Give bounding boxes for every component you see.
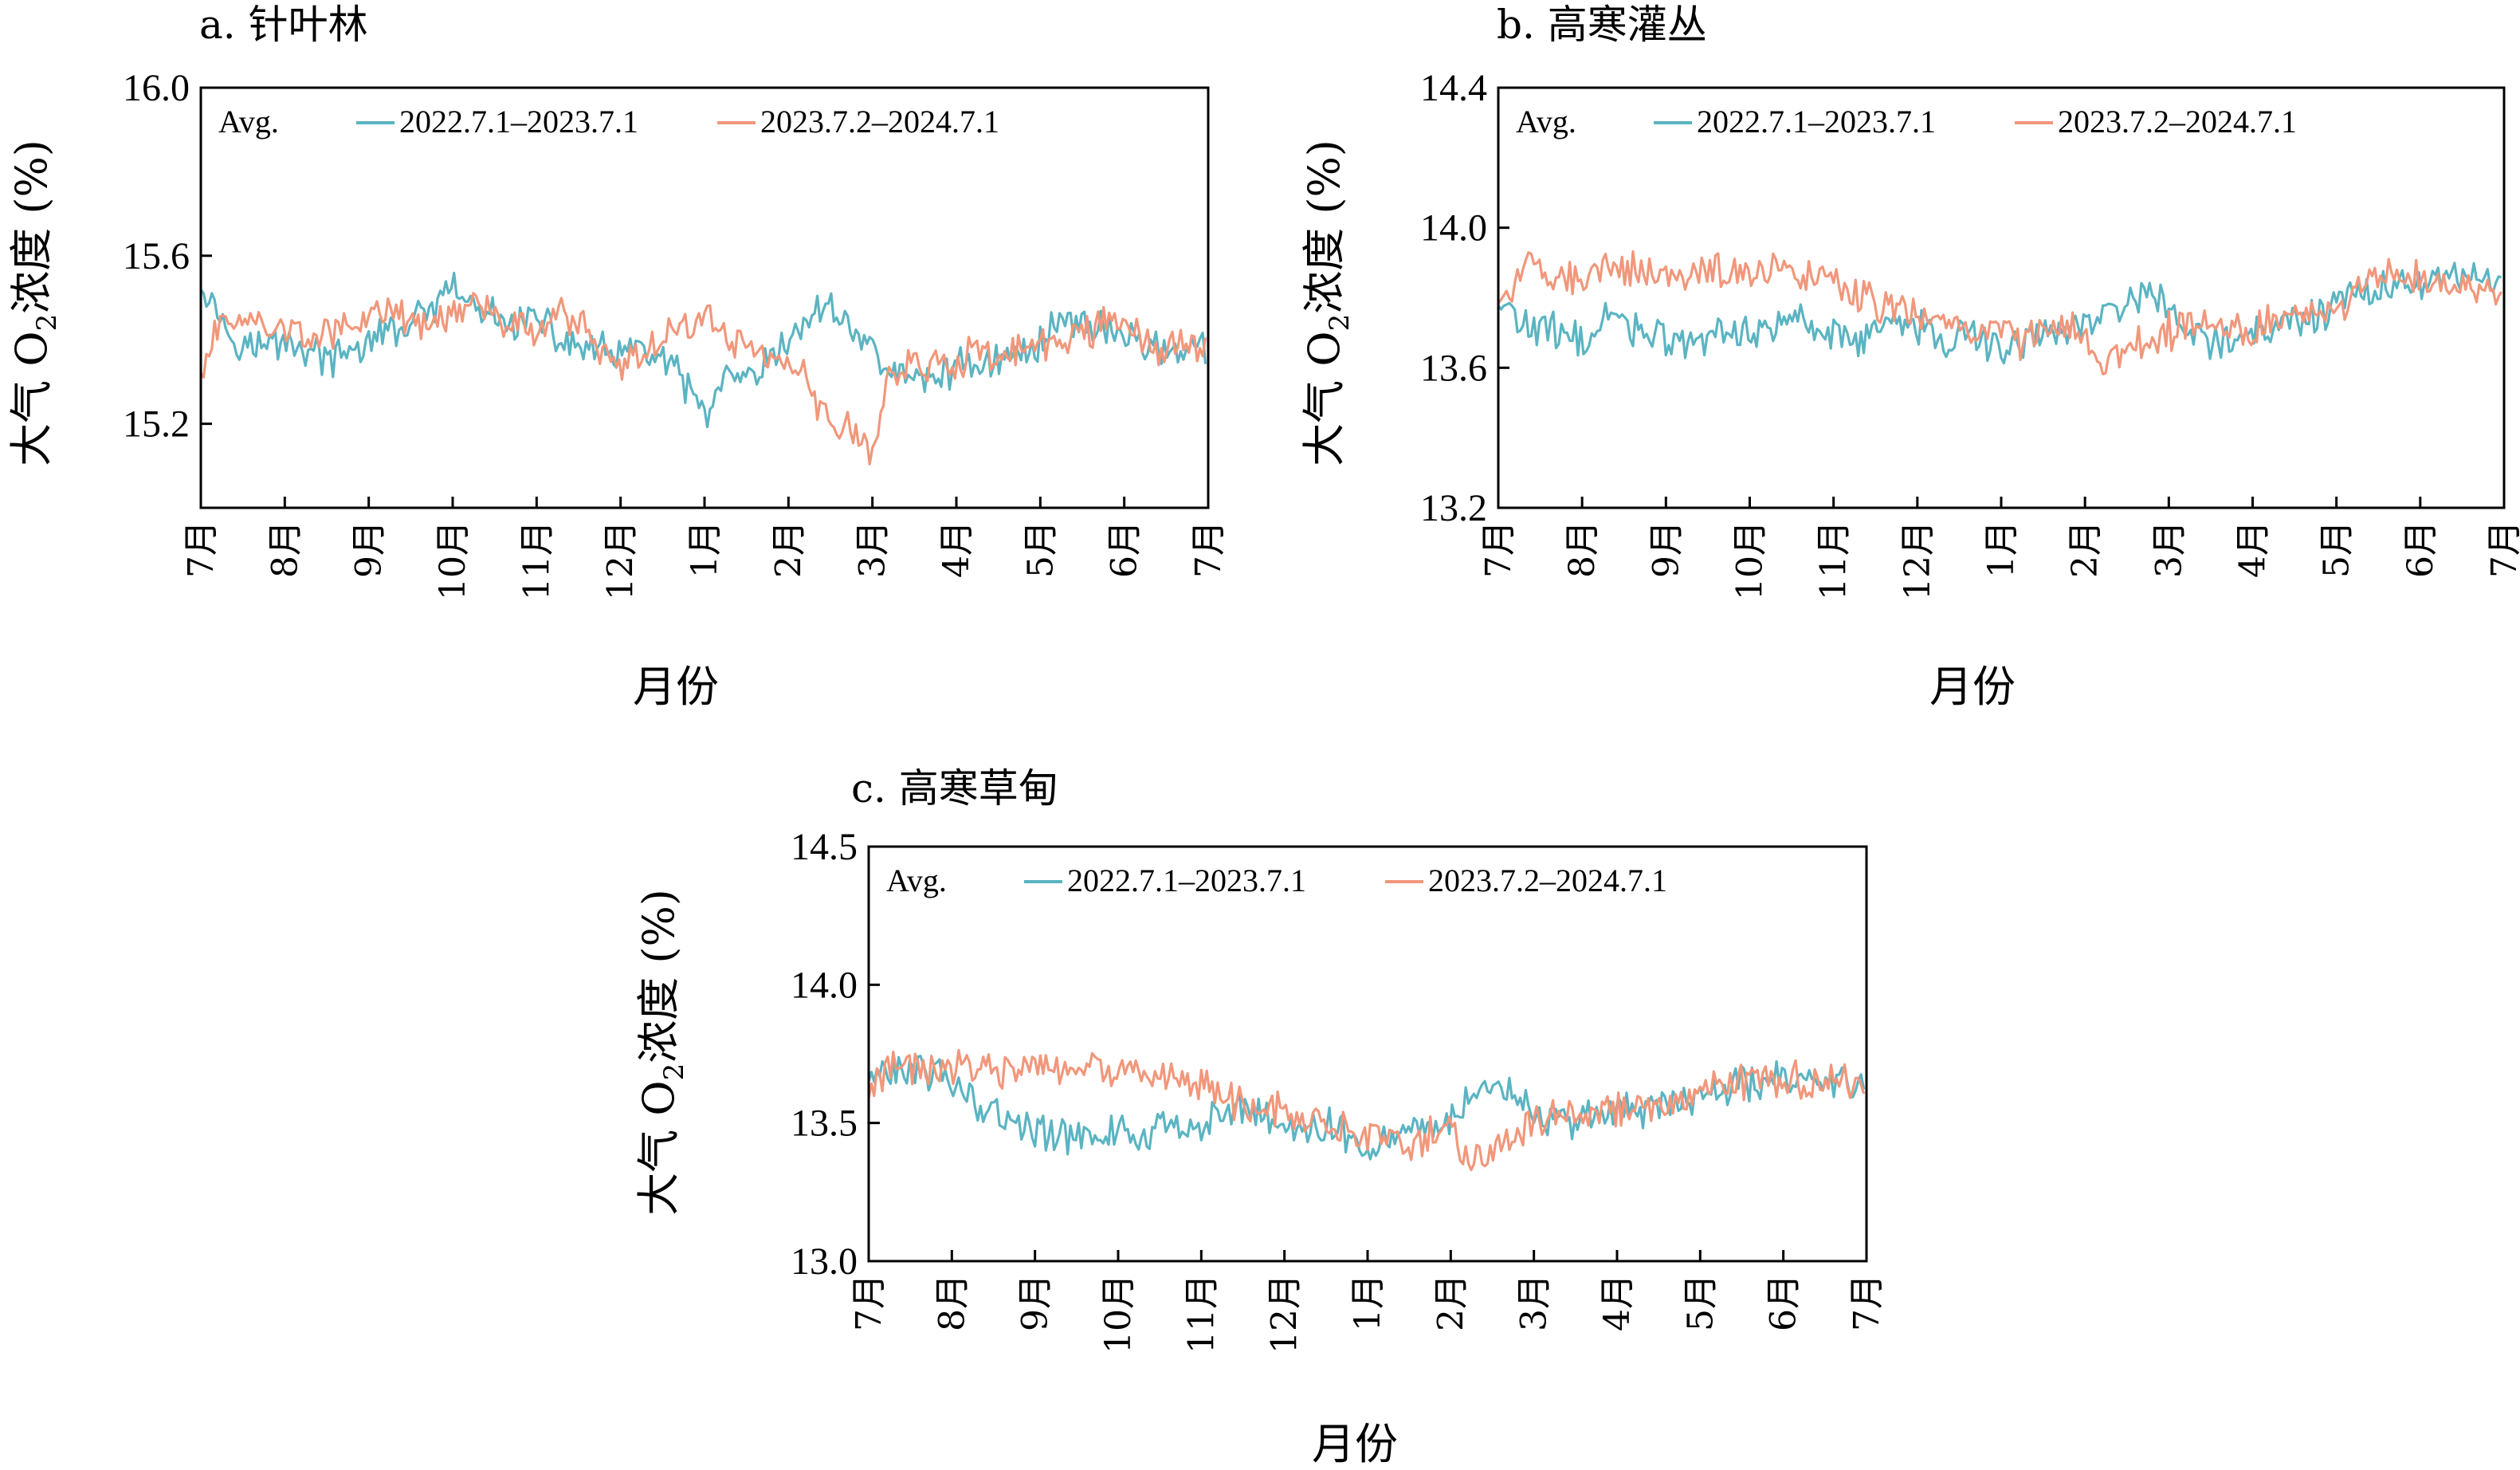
chart-title-a: a. 针叶林 — [199, 2, 368, 48]
legend-prefix-b: Avg. — [1516, 104, 1576, 140]
plot-frame-a — [199, 86, 1210, 509]
xtick-label-b-1: 8月 — [1562, 521, 1603, 578]
xtick-label-a-9: 4月 — [936, 521, 977, 578]
xtick-label-a-0: 7月 — [181, 521, 222, 578]
plot-area-a: 15.2 15.6 16.0 7月 8月 9月 10月 11月 12月 1月 2月 3月 4月 5月 6月 7… — [123, 67, 1229, 600]
xtick-label-b-4: 11月 — [1814, 521, 1855, 600]
ylabel-c: 大气 O2浓度 (%) — [634, 889, 690, 1216]
xtick-label-a-7: 2月 — [768, 521, 809, 578]
ytick-label-b-2: 14.0 — [1420, 207, 1487, 250]
ytick-label-a-2: 16.0 — [123, 67, 190, 109]
xtick-label-c-3: 10月 — [1098, 1274, 1139, 1354]
panel-a: a. 针叶林 大气 O2浓度 (%) 月份 15.2 15.6 16.0 7月 8月 9月… — [6, 2, 1229, 712]
xtick-label-b-12: 7月 — [2484, 521, 2520, 578]
legend-label-a-2: 2023.7.2–2024.7.1 — [760, 104, 999, 140]
xtick-label-a-4: 11月 — [516, 521, 557, 600]
legend-prefix-a: Avg. — [218, 104, 279, 140]
panel-b: b. 高寒灌丛 大气 O2浓度 (%) 月份 13.2 13.6 14.0 14.4 7… — [1299, 2, 2520, 712]
panel-c: c. 高寒草甸 大气 O2浓度 (%) 月份 13.0 13.5 14.0 14.5 7… — [634, 765, 1887, 1469]
xtick-label-c-1: 8月 — [932, 1274, 972, 1331]
ytick-label-a-1: 15.6 — [123, 235, 190, 277]
xtick-label-b-2: 9月 — [1646, 521, 1686, 578]
xtick-label-b-9: 4月 — [2233, 521, 2274, 578]
series-line-b-2 — [1497, 250, 2502, 375]
xtick-label-b-10: 5月 — [2317, 521, 2357, 578]
xtick-label-a-12: 7月 — [1188, 521, 1229, 578]
legend-prefix-c: Avg. — [886, 863, 947, 898]
xtick-label-a-1: 8月 — [265, 521, 305, 578]
ytick-label-a-0: 15.2 — [123, 403, 190, 446]
legend-label-c-1: 2022.7.1–2023.7.1 — [1067, 863, 1306, 898]
legend-label-b-2: 2023.7.2–2024.7.1 — [2058, 104, 2297, 140]
xlabel-a: 月份 — [633, 662, 719, 712]
xtick-label-a-8: 3月 — [853, 521, 893, 578]
chart-title-c: c. 高寒草甸 — [851, 765, 1058, 812]
series-line-a-1 — [199, 271, 1207, 429]
ylabel-a: 大气 O2浓度 (%) — [6, 140, 63, 466]
xtick-label-c-5: 12月 — [1265, 1274, 1305, 1354]
ytick-label-c-2: 14.0 — [791, 964, 858, 1006]
xtick-label-c-6: 1月 — [1348, 1274, 1388, 1331]
plot-frame-c — [867, 845, 1868, 1263]
xtick-label-a-3: 10月 — [433, 521, 473, 600]
xtick-label-c-8: 3月 — [1514, 1274, 1555, 1331]
series-line-a-2 — [199, 292, 1207, 466]
xtick-label-a-11: 6月 — [1105, 521, 1145, 578]
legend-label-c-2: 2023.7.2–2024.7.1 — [1428, 863, 1667, 898]
xtick-label-a-2: 9月 — [349, 521, 390, 578]
xtick-label-a-5: 12月 — [601, 521, 642, 600]
legend-label-a-1: 2022.7.1–2023.7.1 — [399, 104, 638, 140]
xtick-label-b-6: 1月 — [1981, 521, 2022, 578]
xtick-label-b-11: 6月 — [2400, 521, 2441, 578]
xtick-label-c-0: 7月 — [849, 1274, 889, 1331]
xtick-label-c-9: 4月 — [1597, 1274, 1638, 1331]
xtick-label-a-6: 1月 — [685, 521, 725, 578]
xtick-label-c-4: 11月 — [1181, 1274, 1222, 1354]
xtick-label-c-12: 7月 — [1847, 1274, 1887, 1331]
xlabel-b: 月份 — [1929, 662, 2016, 712]
xtick-label-b-3: 10月 — [1730, 521, 1771, 600]
chart-title-b: b. 高寒灌丛 — [1497, 2, 1707, 48]
xtick-label-c-10: 5月 — [1680, 1274, 1721, 1331]
ytick-label-c-3: 14.5 — [791, 826, 858, 868]
xtick-label-a-10: 5月 — [1020, 521, 1061, 578]
plot-area-b: 13.2 13.6 14.0 14.4 7月 8月 9月 10月 11月 12月 1月 2月 3月 4月 5… — [1420, 67, 2520, 600]
ytick-label-b-0: 13.2 — [1420, 487, 1487, 529]
series-line-c-2 — [867, 1048, 1866, 1172]
xtick-label-c-2: 9月 — [1015, 1274, 1056, 1331]
xtick-label-b-8: 3月 — [2149, 521, 2189, 578]
xtick-label-b-7: 2月 — [2065, 521, 2106, 578]
ytick-label-b-3: 14.4 — [1420, 67, 1487, 109]
series-line-b-1 — [1497, 261, 2502, 365]
ytick-label-b-1: 13.6 — [1420, 347, 1487, 389]
xtick-label-c-7: 2月 — [1431, 1274, 1471, 1331]
legend-label-b-1: 2022.7.1–2023.7.1 — [1697, 104, 1936, 140]
plot-frame-b — [1497, 86, 2506, 509]
xtick-label-b-5: 12月 — [1898, 521, 1938, 600]
plot-area-c: 13.0 13.5 14.0 14.5 7月 8月 9月 10月 11月 12月 1月 2月 3月 4月 5… — [791, 826, 1887, 1354]
ylabel-b: 大气 O2浓度 (%) — [1299, 140, 1356, 466]
xtick-label-b-0: 7月 — [1478, 521, 1519, 578]
xlabel-c: 月份 — [1312, 1419, 1398, 1469]
xtick-label-c-11: 6月 — [1764, 1274, 1804, 1331]
ytick-label-c-1: 13.5 — [791, 1102, 858, 1145]
ytick-label-c-0: 13.0 — [791, 1240, 858, 1283]
